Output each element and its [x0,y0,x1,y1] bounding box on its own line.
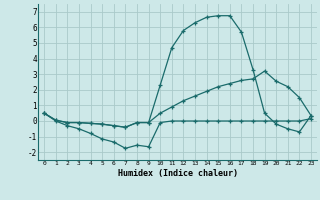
X-axis label: Humidex (Indice chaleur): Humidex (Indice chaleur) [118,169,238,178]
